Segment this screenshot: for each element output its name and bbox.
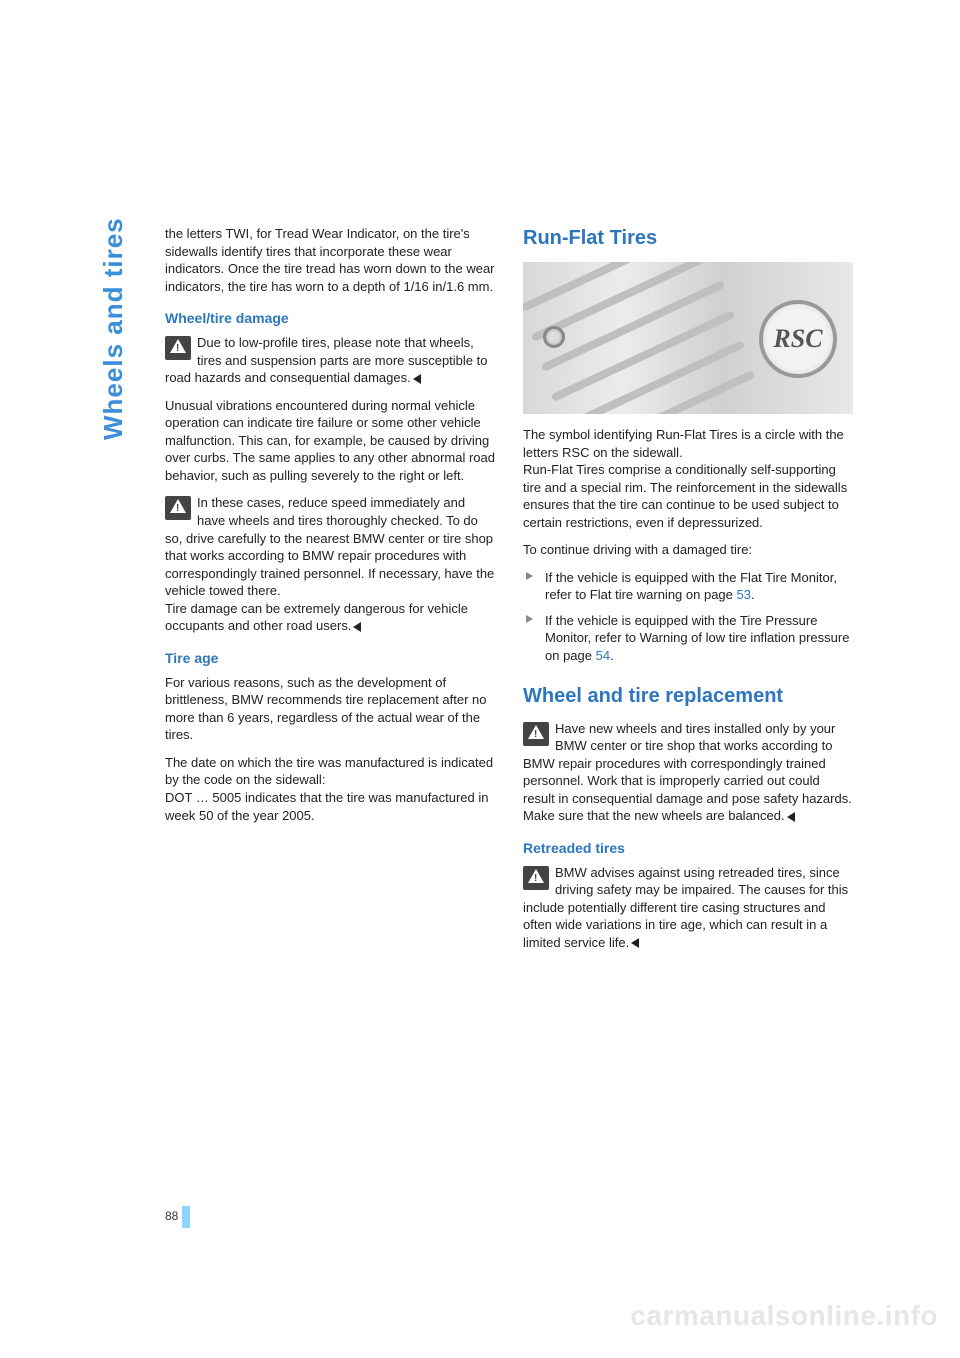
warning-danger-text: Tire damage can be extremely dangerous f… (165, 601, 468, 634)
rsc-desc-line1: The symbol identifying Run-Flat Tires is… (523, 427, 844, 460)
tire-age-para-1: For various reasons, such as the develop… (165, 674, 495, 744)
warning-text-continued: Tire damage can be extremely dangerous f… (165, 600, 495, 635)
run-flat-tire-illustration: RSC (523, 262, 853, 414)
warning-text: In these cases, reduce speed immediately… (165, 495, 494, 598)
vibration-paragraph: Unusual vibrations encountered during no… (165, 397, 495, 485)
end-mark-icon (353, 622, 361, 632)
bullet-tire-pressure-monitor: If the vehicle is equipped with the Tire… (523, 612, 853, 665)
tire-age-dot-example: DOT … 5005 indicates that the tire was m… (165, 790, 488, 823)
bullet-flat-tire-monitor: If the vehicle is equipped with the Flat… (523, 569, 853, 604)
side-section-title: Wheels and tires (98, 217, 129, 440)
end-mark-icon (413, 374, 421, 384)
warning-icon (523, 722, 549, 746)
warning-icon (165, 496, 191, 520)
watermark: carmanualsonline.info (630, 1300, 938, 1332)
warning-text: BMW advises against using retreaded tire… (523, 865, 848, 950)
heading-run-flat-tires: Run-Flat Tires (523, 225, 853, 252)
page-number-value: 88 (165, 1209, 178, 1223)
heading-tire-age: Tire age (165, 649, 495, 668)
warning-low-profile: Due to low-profile tires, please note th… (165, 334, 495, 387)
bullet-end: . (751, 587, 755, 602)
page-ref-53[interactable]: 53 (737, 587, 751, 602)
warning-icon (523, 866, 549, 890)
warning-reduce-speed: In these cases, reduce speed immediately… (165, 494, 495, 634)
rsc-desc-line2: Run-Flat Tires comprise a conditionally … (523, 462, 847, 530)
page-number-bar (182, 1206, 190, 1228)
warning-new-wheels: Have new wheels and tires installed only… (523, 720, 853, 825)
wheel-hub-icon (543, 326, 565, 348)
continue-driving-intro: To continue driving with a damaged tire: (523, 541, 853, 559)
intro-paragraph: the letters TWI, for Tread Wear Indicato… (165, 225, 495, 295)
warning-retreaded-tires: BMW advises against using retreaded tire… (523, 864, 853, 952)
bullet-text: If the vehicle is equipped with the Tire… (545, 613, 849, 663)
warning-icon (165, 336, 191, 360)
bullet-text: If the vehicle is equipped with the Flat… (545, 570, 837, 603)
page-content: the letters TWI, for Tread Wear Indicato… (165, 225, 855, 961)
damaged-tire-bullets: If the vehicle is equipped with the Flat… (523, 569, 853, 665)
rsc-symbol: RSC (759, 300, 837, 378)
heading-retreaded-tires: Retreaded tires (523, 839, 853, 858)
tire-age-para-2: The date on which the tire was manufactu… (165, 754, 495, 824)
bullet-end: . (610, 648, 614, 663)
warning-text: Due to low-profile tires, please note th… (165, 335, 488, 385)
heading-wheel-tire-damage: Wheel/tire damage (165, 309, 495, 328)
end-mark-icon (631, 938, 639, 948)
left-column: the letters TWI, for Tread Wear Indicato… (165, 225, 495, 961)
end-mark-icon (787, 812, 795, 822)
warning-text: Have new wheels and tires installed only… (523, 721, 852, 824)
rsc-symbol-description: The symbol identifying Run-Flat Tires is… (523, 426, 853, 531)
tire-age-date-intro: The date on which the tire was manufactu… (165, 755, 493, 788)
page-number: 88 (165, 1206, 190, 1228)
heading-wheel-tire-replacement: Wheel and tire replacement (523, 683, 853, 710)
page-ref-54[interactable]: 54 (596, 648, 610, 663)
right-column: Run-Flat Tires RSC The symbol identifyin… (523, 225, 853, 961)
